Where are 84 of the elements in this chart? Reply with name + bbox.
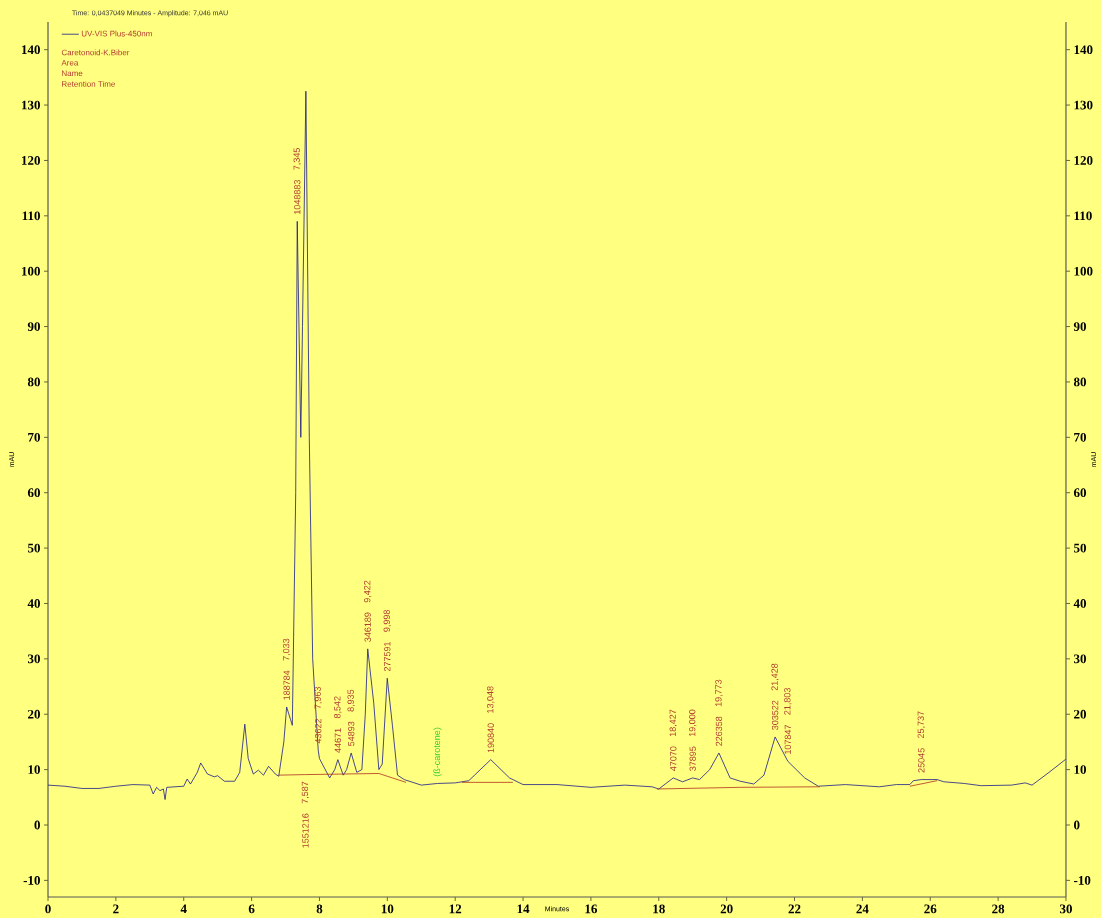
annotation: 54893 [348,721,355,746]
x-tick-label: 10 [381,904,394,914]
annotation: 1048883 [294,180,301,214]
y2-tick-label: 110 [1074,211,1092,221]
y-tick-label: 50 [27,543,40,553]
x-tick-label: 2 [113,904,119,914]
annotation: 7,963 [314,686,322,709]
annotation: 7,345 [293,148,301,170]
annotation: 19,000 [689,709,697,737]
x-tick-label: 28 [992,904,1005,914]
y-tick-label: 30 [27,654,40,664]
annotation: 21,803 [784,688,792,715]
y-tick-label: 40 [27,599,40,608]
annotation: 226358 [715,716,723,746]
y-tick-label: 130 [22,100,40,110]
annotation: 277591 [384,641,391,672]
annotation: 8,935 [347,689,355,712]
y-tick-label: -10 [23,875,40,885]
annotation: 7,587 [301,781,310,804]
annotation: 21,428 [771,663,779,691]
annotation: 25,737 [917,711,926,738]
x-tick-label: 30 [1059,904,1072,914]
x-tick-label: 0 [45,904,51,914]
y2-tick-label: -10 [1073,875,1091,885]
annotation: 18,427 [669,709,677,737]
x-tick-label: 8 [316,904,323,914]
x-tick-label: 20 [720,904,733,914]
x-tick-label: 18 [653,904,665,914]
annotation: 47070 [670,746,677,772]
annotation: 9,422 [363,580,372,603]
annotation: 346189 [364,612,371,642]
y2-tick-label: 80 [1073,377,1087,387]
annotation: 37895 [689,746,696,771]
annotation: 107847 [784,725,792,754]
y2-tick-label: 30 [1074,654,1087,664]
annotation: 1551216 [302,813,309,848]
y-tick-label: 90 [27,322,40,331]
y2-tick-label: 10 [1074,765,1087,774]
annotation: 190840 [487,723,494,753]
y-tick-label: 70 [28,432,40,442]
annotation: 44671 [334,728,342,753]
annotation: 19,773 [715,679,723,707]
y-tick-label: 120 [22,156,40,165]
y-tick-label: 140 [22,45,40,55]
annotation: 7,033 [282,638,291,661]
y2-tick-label: 0 [1074,820,1080,830]
x-tick-label: 26 [924,904,937,914]
y-tick-label: 110 [22,211,40,221]
y2-tick-label: 40 [1073,599,1087,608]
annotation: Name [62,70,83,77]
legend-label: UV-VIS Plus-450nm [81,30,152,37]
annotation: 188784 [283,670,290,700]
x-tick-label: 14 [517,904,530,914]
x-tick-label: 6 [248,904,255,914]
y2-tick-label: 50 [1074,543,1087,553]
x-tick-label: 22 [788,904,801,914]
y-tick-label: 0 [34,820,40,830]
y-tick-label: 80 [27,377,40,387]
x-tick-label: 24 [856,904,869,914]
y-tick-label: 60 [27,488,40,498]
y2-tick-label: 130 [1074,100,1093,110]
y2-tick-label: 70 [1074,432,1087,442]
annotation: 43622 [315,718,322,744]
annotation: Caretonoid-K.Biber [61,49,130,56]
annotation: (ß-carotene) [433,727,442,777]
annotation: Retention Time [62,80,115,87]
y-tick-label: 10 [28,765,40,774]
annotation: 303522 [771,700,779,730]
annotation: Area [61,59,79,66]
y2-tick-label: 140 [1074,45,1093,55]
y2-tick-label: 100 [1074,266,1093,276]
y2-tick-label: 60 [1073,488,1087,498]
y-tick-label: 100 [22,266,40,276]
annotation: 13,048 [487,686,495,713]
x-tick-label: 12 [449,904,462,914]
y2-tick-label: 20 [1074,709,1087,719]
x-tick-label: 4 [180,904,187,914]
y2-tick-label: 90 [1073,322,1087,331]
annotation: 8,542 [334,696,342,719]
annotation: 9,998 [383,609,391,632]
annotation: 25045 [918,748,925,773]
x-tick-label: 16 [585,904,598,914]
y-tick-label: 20 [28,709,40,719]
y2-tick-label: 120 [1074,156,1093,165]
